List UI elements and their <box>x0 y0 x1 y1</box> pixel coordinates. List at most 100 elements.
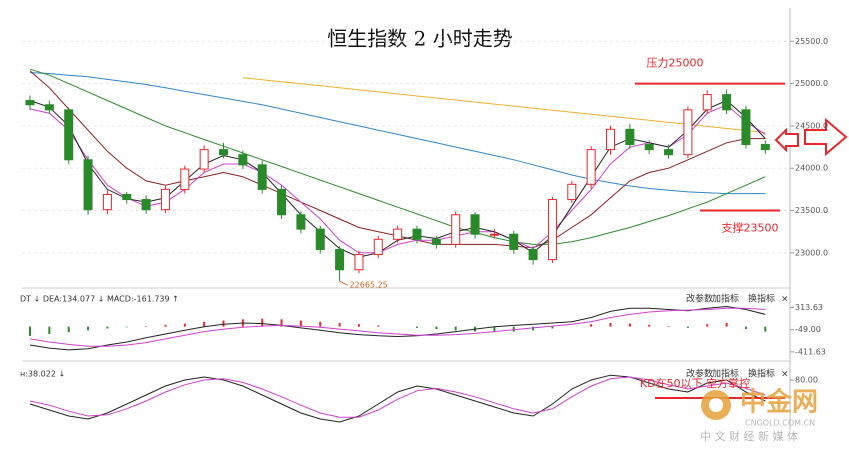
y-tick-label: 25000.0 <box>795 79 828 88</box>
watermark-tagline: 中 文 财 经 新 媒 体 <box>700 429 798 443</box>
macd-bar <box>686 326 689 328</box>
candle-body <box>528 248 538 261</box>
indicator-button[interactable]: 改参数 <box>686 293 713 305</box>
indicator-line <box>242 77 766 133</box>
indicator-line <box>29 374 766 423</box>
candle-body <box>64 109 74 161</box>
macd-bar <box>532 326 535 331</box>
low-label: 22665.25 <box>350 281 388 290</box>
macd-bar <box>261 318 264 327</box>
indicator-button[interactable]: 改参数 <box>686 368 713 380</box>
candle-body <box>451 214 461 245</box>
candle-body <box>238 154 248 166</box>
y-tick-label: 24000.0 <box>795 164 828 173</box>
candle-body <box>412 228 422 240</box>
macd-bar <box>299 320 302 327</box>
macd-bar <box>183 323 186 327</box>
macd-bar <box>377 325 380 327</box>
candle-body <box>180 168 190 190</box>
indicator-line <box>29 305 766 351</box>
reference-label: KD在50以下 空方掌控 <box>640 376 750 390</box>
candle-body <box>296 214 306 230</box>
candle-body <box>547 199 557 261</box>
indicator-line <box>29 72 766 195</box>
indicator-header: DT ↓ DEA:134.077 ↓ MACD:-161.739 ↑ <box>20 295 179 304</box>
arrow-left <box>774 127 799 153</box>
macd-bar <box>357 324 360 327</box>
macd-bar <box>648 324 651 327</box>
y-tick-label: 80.00 <box>795 376 818 385</box>
macd-bar <box>67 326 70 333</box>
macd-bar <box>590 324 593 327</box>
indicator-button[interactable]: 加指标 <box>712 293 739 305</box>
indicator-line <box>29 376 766 418</box>
macd-bar <box>125 326 128 328</box>
macd-bar <box>706 324 709 327</box>
candle-body <box>393 228 403 240</box>
indicator-line <box>29 68 766 245</box>
candle-body <box>644 144 654 151</box>
y-tick-label: 313.63 <box>795 303 823 312</box>
y-tick-label: 24500.0 <box>795 121 828 130</box>
indicator-button[interactable]: 换指标 <box>748 293 775 305</box>
candle-body <box>760 144 770 151</box>
candle-body <box>160 188 170 211</box>
candle-body <box>219 149 228 156</box>
candle-body <box>702 94 712 111</box>
candle-body <box>489 233 499 236</box>
macd-bar <box>764 326 767 332</box>
macd-bar <box>338 322 341 327</box>
indicator-button[interactable]: × <box>781 370 789 380</box>
indicator-button[interactable]: 加指标 <box>712 368 739 380</box>
y-tick-label: 23500.0 <box>795 206 828 215</box>
reference-label: 压力25000 <box>647 57 704 70</box>
candle-body <box>567 183 577 201</box>
arrow-right <box>804 117 848 157</box>
macd-bar <box>512 326 515 332</box>
macd-bar <box>48 326 51 335</box>
candle-body <box>102 193 112 211</box>
candle-body <box>683 109 693 156</box>
macd-bar <box>319 321 322 327</box>
macd-bar <box>29 326 31 336</box>
watermark-name: 中金网 <box>740 387 818 418</box>
candle-body <box>335 248 345 271</box>
macd-bar <box>416 326 418 328</box>
macd-bar <box>609 322 612 327</box>
macd-bar <box>87 326 90 331</box>
candle-body <box>509 233 519 250</box>
macd-bar <box>106 326 109 329</box>
indicator-line <box>29 307 766 347</box>
indicator-header: ʜ:38.022 ↓ <box>20 370 65 379</box>
watermark: 中金网 CNGOLD.COM.CN 中 文 财 经 新 媒 体 <box>700 387 818 444</box>
candle-body <box>586 149 596 185</box>
candle-body <box>354 254 364 271</box>
macd-bar <box>744 326 747 330</box>
chart-title: 恒生指数 2 小时走势 <box>327 27 512 51</box>
candle-body <box>83 159 93 211</box>
indicator-line <box>29 104 766 254</box>
watermark-url: CNGOLD.COM.CN <box>745 419 815 428</box>
macd-bar <box>164 324 167 327</box>
candle-body <box>199 149 209 170</box>
indicator-button[interactable]: 换指标 <box>748 368 775 380</box>
candle-body <box>277 188 287 216</box>
y-tick-label: 25500.0 <box>795 37 828 46</box>
macd-bar <box>551 326 554 329</box>
macd-bar <box>280 319 283 327</box>
candle-body <box>722 94 732 111</box>
macd-bar <box>725 322 728 327</box>
y-tick-label: -411.63 <box>795 347 826 356</box>
candle-body <box>257 164 267 190</box>
macd-bar <box>435 326 438 330</box>
watermark-logo <box>709 398 723 412</box>
candle-body <box>431 238 441 245</box>
candle-body <box>664 149 674 156</box>
macd-bar <box>493 326 496 333</box>
macd-bar <box>145 326 148 327</box>
indicator-button[interactable]: × <box>781 295 789 305</box>
macd-bar <box>454 326 457 331</box>
low-pointer <box>339 280 348 286</box>
